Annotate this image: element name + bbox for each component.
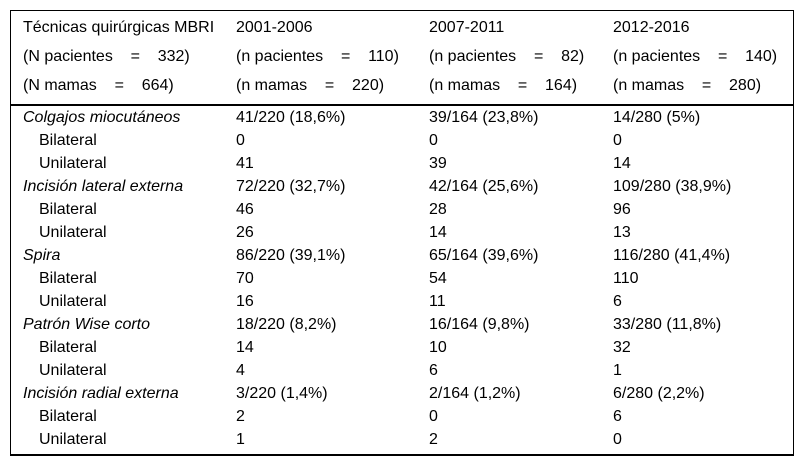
value-cell-2007-2011: 42/164 (25,6%) [429, 178, 539, 195]
header-period: 2012-2016 [613, 19, 690, 36]
sub-label-cell: Unilateral [39, 431, 107, 448]
table-row: Spira 86/220 (39,1%) 65/164 (39,6%) 116/… [23, 244, 793, 267]
value-cell-2012-2016: 0 [613, 132, 622, 149]
value-cell-2012-2016: 33/280 (11,8%) [613, 316, 722, 333]
header-n-breasts: (n mamas = 280) [613, 77, 762, 94]
table-row: Unilateral 26 14 13 [23, 221, 793, 244]
header-period: 2001-2006 [236, 19, 313, 36]
table-row: Unilateral 16 11 6 [23, 290, 793, 313]
technique-label-cell: Patrón Wise corto [23, 316, 151, 333]
header-col-techniques: Técnicas quirúrgicas MBRI (N pacientes =… [23, 13, 236, 100]
surgical-techniques-table: Técnicas quirúrgicas MBRI (N pacientes =… [10, 10, 794, 456]
sub-label-cell: Bilateral [39, 201, 97, 218]
header-col-2007-2011: 2007-2011 (n pacientes = 82) (n mamas = … [429, 13, 613, 100]
value-cell-2001-2006: 16 [236, 293, 254, 310]
value-cell-2007-2011: 16/164 (9,8%) [429, 316, 530, 333]
value-cell-2012-2016: 6 [613, 408, 622, 425]
value-cell-2001-2006: 14 [236, 339, 254, 356]
value-cell-2012-2016: 0 [613, 431, 622, 448]
value-cell-2012-2016: 32 [613, 339, 631, 356]
value-cell-2007-2011: 39/164 (23,8%) [429, 109, 539, 126]
header-n-breasts-total: (N mamas = 664) [23, 77, 174, 94]
value-cell-2001-2006: 86/220 (39,1%) [236, 247, 346, 264]
header-col-2001-2006: 2001-2006 (n pacientes = 110) (n mamas =… [236, 13, 429, 100]
value-cell-2012-2016: 13 [613, 224, 631, 241]
value-cell-2012-2016: 1 [613, 362, 622, 379]
header-col-2012-2016: 2012-2016 (n pacientes = 140) (n mamas =… [613, 13, 793, 100]
value-cell-2001-2006: 4 [236, 362, 245, 379]
value-cell-2007-2011: 10 [429, 339, 447, 356]
value-cell-2007-2011: 2 [429, 431, 438, 448]
value-cell-2001-2006: 70 [236, 270, 254, 287]
technique-label-cell: Spira [23, 247, 61, 264]
table-row: Incisión lateral externa 72/220 (32,7%) … [23, 175, 793, 198]
value-cell-2012-2016: 6/280 (2,2%) [613, 385, 705, 402]
technique-label-cell: Colgajos miocutáneos [23, 109, 181, 126]
table-row: Unilateral 1 2 0 [23, 428, 793, 451]
table-row: Bilateral 46 28 96 [23, 198, 793, 221]
table-row: Bilateral 2 0 6 [23, 405, 793, 428]
value-cell-2007-2011: 11 [429, 293, 446, 310]
sub-label-cell: Bilateral [39, 339, 97, 356]
value-cell-2012-2016: 109/280 (38,9%) [613, 178, 732, 195]
value-cell-2001-2006: 72/220 (32,7%) [236, 178, 346, 195]
table-row: Incisión radial externa 3/220 (1,4%) 2/1… [23, 382, 793, 405]
header-period: 2007-2011 [429, 19, 505, 36]
sub-label-cell: Unilateral [39, 362, 107, 379]
table-row: Bilateral 70 54 110 [23, 267, 793, 290]
header-n-breasts: (n mamas = 164) [429, 77, 578, 94]
sub-label-cell: Unilateral [39, 224, 107, 241]
header-n-patients: (n pacientes = 140) [613, 48, 778, 65]
value-cell-2001-2006: 41 [236, 155, 254, 172]
value-cell-2007-2011: 2/164 (1,2%) [429, 385, 521, 402]
value-cell-2007-2011: 6 [429, 362, 438, 379]
value-cell-2001-2006: 26 [236, 224, 254, 241]
value-cell-2012-2016: 14/280 (5%) [613, 109, 701, 126]
value-cell-2001-2006: 0 [236, 132, 245, 149]
value-cell-2001-2006: 1 [236, 431, 245, 448]
sub-label-cell: Unilateral [39, 155, 107, 172]
technique-label-cell: Incisión lateral externa [23, 178, 184, 195]
table-row: Bilateral 14 10 32 [23, 336, 793, 359]
value-cell-2007-2011: 0 [429, 408, 438, 425]
table-header: Técnicas quirúrgicas MBRI (N pacientes =… [11, 11, 793, 106]
value-cell-2007-2011: 39 [429, 155, 447, 172]
value-cell-2007-2011: 54 [429, 270, 447, 287]
table-row: Bilateral 0 0 0 [23, 129, 793, 152]
header-title: Técnicas quirúrgicas MBRI [23, 19, 215, 36]
sub-label-cell: Bilateral [39, 408, 97, 425]
header-n-patients-total: (N pacientes = 332) [23, 48, 190, 65]
value-cell-2007-2011: 14 [429, 224, 447, 241]
value-cell-2001-2006: 46 [236, 201, 254, 218]
value-cell-2001-2006: 41/220 (18,6%) [236, 109, 346, 126]
value-cell-2007-2011: 65/164 (39,6%) [429, 247, 539, 264]
sub-label-cell: Bilateral [39, 132, 97, 149]
value-cell-2001-2006: 3/220 (1,4%) [236, 385, 328, 402]
header-n-breasts: (n mamas = 220) [236, 77, 385, 94]
value-cell-2012-2016: 96 [613, 201, 631, 218]
value-cell-2007-2011: 28 [429, 201, 447, 218]
header-n-patients: (n pacientes = 82) [429, 48, 585, 65]
value-cell-2001-2006: 18/220 (8,2%) [236, 316, 337, 333]
header-n-patients: (n pacientes = 110) [236, 48, 399, 65]
table-row: Patrón Wise corto 18/220 (8,2%) 16/164 (… [23, 313, 793, 336]
table-row: Colgajos miocutáneos 41/220 (18,6%) 39/1… [23, 106, 793, 129]
value-cell-2012-2016: 6 [613, 293, 622, 310]
sub-label-cell: Bilateral [39, 270, 97, 287]
table-row: Unilateral 41 39 14 [23, 152, 793, 175]
value-cell-2012-2016: 116/280 (41,4%) [613, 247, 731, 264]
table-row: Unilateral 4 6 1 [23, 359, 793, 382]
table-body: Colgajos miocutáneos 41/220 (18,6%) 39/1… [11, 106, 793, 454]
sub-label-cell: Unilateral [39, 293, 107, 310]
value-cell-2012-2016: 14 [613, 155, 631, 172]
value-cell-2012-2016: 110 [613, 270, 639, 287]
value-cell-2001-2006: 2 [236, 408, 245, 425]
value-cell-2007-2011: 0 [429, 132, 438, 149]
technique-label-cell: Incisión radial externa [23, 385, 179, 402]
